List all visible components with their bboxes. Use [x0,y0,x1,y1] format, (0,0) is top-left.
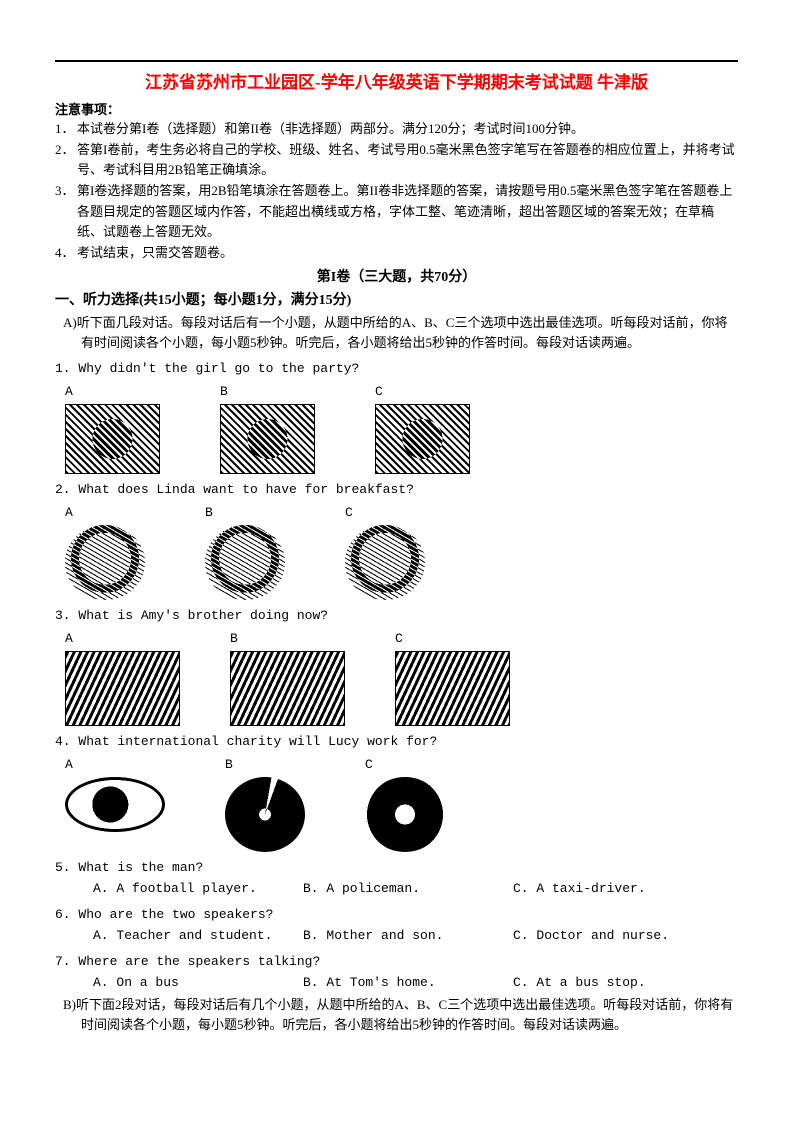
notice-text: 本试卷分第I卷（选择题）和第II卷（非选择题）两部分。满分120分；考试时间10… [77,119,738,139]
question-5: 5. What is the man? [55,858,738,878]
question-1: 1. Why didn't the girl go to the party? [55,359,738,379]
charity-a-icon [65,777,165,832]
q5-opt-c[interactable]: C. A taxi-driver. [513,879,646,899]
opt-label: B [230,629,238,649]
q4-text: What international charity will Lucy wor… [78,734,437,749]
activity-c-icon [395,651,510,726]
reading-icon [65,404,160,474]
opt-label: B [225,755,233,775]
opt-label: B [205,503,213,523]
q6-opt-a[interactable]: A. Teacher and student. [93,926,303,946]
q5-opt-a[interactable]: A. A football player. [93,879,303,899]
question-6: 6. Who are the two speakers? [55,905,738,925]
section-1-head: 第I卷（三大题，共70分） [55,267,738,288]
q2-text: What does Linda want to have for breakfa… [78,482,413,497]
part1-title: 一、听力选择 [55,293,139,308]
q3-options: A B C [55,629,738,726]
q3-text: What is Amy's brother doing now? [78,608,328,623]
notice-text: 第I卷选择题的答案，用2B铅笔填涂在答题卷上。第II卷非选择题的答案，请按题号用… [77,181,738,241]
opt-label: B [220,382,228,402]
notice-num: 2． [55,140,77,180]
sleeping-icon [375,404,470,474]
notice-heading: 注意事项： [55,100,738,120]
q6-text: Who are the two speakers? [78,907,273,922]
charity-b-icon [225,777,305,852]
question-2: 2. What does Linda want to have for brea… [55,480,738,500]
activity-a-icon [65,651,180,726]
notice-list: 1．本试卷分第I卷（选择题）和第II卷（非选择题）两部分。满分120分；考试时间… [55,119,738,263]
q7-num: 7. [55,954,71,969]
q5-options: A. A football player. B. A policeman. C.… [55,879,738,899]
notice-item: 1．本试卷分第I卷（选择题）和第II卷（非选择题）两部分。满分120分；考试时间… [55,119,738,139]
q1-opt-b[interactable]: B [220,382,315,474]
q5-opt-b[interactable]: B. A policeman. [303,879,513,899]
q7-opt-a[interactable]: A. On a bus [93,973,303,993]
q1-opt-a[interactable]: A [65,382,160,474]
q6-opt-c[interactable]: C. Doctor and nurse. [513,926,669,946]
q7-opt-b[interactable]: B. At Tom's home. [303,973,513,993]
activity-b-icon [230,651,345,726]
q3-opt-b[interactable]: B [230,629,345,726]
q1-num: 1. [55,361,71,376]
q7-text: Where are the speakers talking? [78,954,320,969]
q6-num: 6. [55,907,71,922]
question-7: 7. Where are the speakers talking? [55,952,738,972]
q3-opt-a[interactable]: A [65,629,180,726]
notice-num: 4． [55,243,77,263]
q2-options: A B C [55,503,738,600]
q1-options: A B C [55,382,738,474]
notice-text: 考试结束，只需交答题卷。 [77,243,738,263]
food-b-icon [205,525,285,600]
exam-title: 江苏省苏州市工业园区-学年八年级英语下学期期末考试试题 牛津版 [55,60,738,96]
q2-num: 2. [55,482,71,497]
q2-opt-c[interactable]: C [345,503,425,600]
notice-item: 3．第I卷选择题的答案，用2B铅笔填涂在答题卷上。第II卷非选择题的答案，请按题… [55,181,738,241]
q4-opt-b[interactable]: B [225,755,305,852]
q4-opt-c[interactable]: C [365,755,445,852]
part-b-intro-text: B)听下面2段对话，每段对话后有几个小题，从题中所给的A、B、C三个选项中选出最… [55,995,738,1035]
q3-opt-c[interactable]: C [395,629,510,726]
notice-num: 1． [55,119,77,139]
part1-subtitle: (共15小题；每小题1分，满分15分) [139,293,351,308]
q2-opt-b[interactable]: B [205,503,285,600]
q4-options: A B C [55,755,738,852]
opt-label: C [375,382,383,402]
food-a-icon [65,525,145,600]
food-c-icon [345,525,425,600]
opt-label: C [345,503,353,523]
opt-label: C [365,755,373,775]
washing-icon [220,404,315,474]
q5-text: What is the man? [78,860,203,875]
part-a-intro-text: A)听下面几段对话。每段对话后有一个小题，从题中所给的A、B、C三个选项中选出最… [55,313,738,353]
q7-options: A. On a bus B. At Tom's home. C. At a bu… [55,973,738,993]
notice-text: 答第I卷前，考生务必将自己的学校、班级、姓名、考试号用0.5毫米黑色签字笔写在答… [77,140,738,180]
opt-label: C [395,629,403,649]
opt-label: A [65,503,73,523]
question-4: 4. What international charity will Lucy … [55,732,738,752]
q1-opt-c[interactable]: C [375,382,470,474]
notice-item: 2．答第I卷前，考生务必将自己的学校、班级、姓名、考试号用0.5毫米黑色签字笔写… [55,140,738,180]
part1-heading: 一、听力选择(共15小题；每小题1分，满分15分) [55,290,738,312]
part-a-intro: A)听下面几段对话。每段对话后有一个小题，从题中所给的A、B、C三个选项中选出最… [55,313,738,353]
q4-num: 4. [55,734,71,749]
q1-text: Why didn't the girl go to the party? [78,361,359,376]
notice-num: 3． [55,181,77,241]
q3-num: 3. [55,608,71,623]
q7-opt-c[interactable]: C. At a bus stop. [513,973,646,993]
opt-label: A [65,755,73,775]
q6-opt-b[interactable]: B. Mother and son. [303,926,513,946]
charity-c-icon [365,777,445,852]
opt-label: A [65,629,73,649]
q6-options: A. Teacher and student. B. Mother and so… [55,926,738,946]
notice-item: 4．考试结束，只需交答题卷。 [55,243,738,263]
question-3: 3. What is Amy's brother doing now? [55,606,738,626]
opt-label: A [65,382,73,402]
q4-opt-a[interactable]: A [65,755,165,832]
q2-opt-a[interactable]: A [65,503,145,600]
part-b-intro: B)听下面2段对话，每段对话后有几个小题，从题中所给的A、B、C三个选项中选出最… [55,995,738,1035]
q5-num: 5. [55,860,71,875]
